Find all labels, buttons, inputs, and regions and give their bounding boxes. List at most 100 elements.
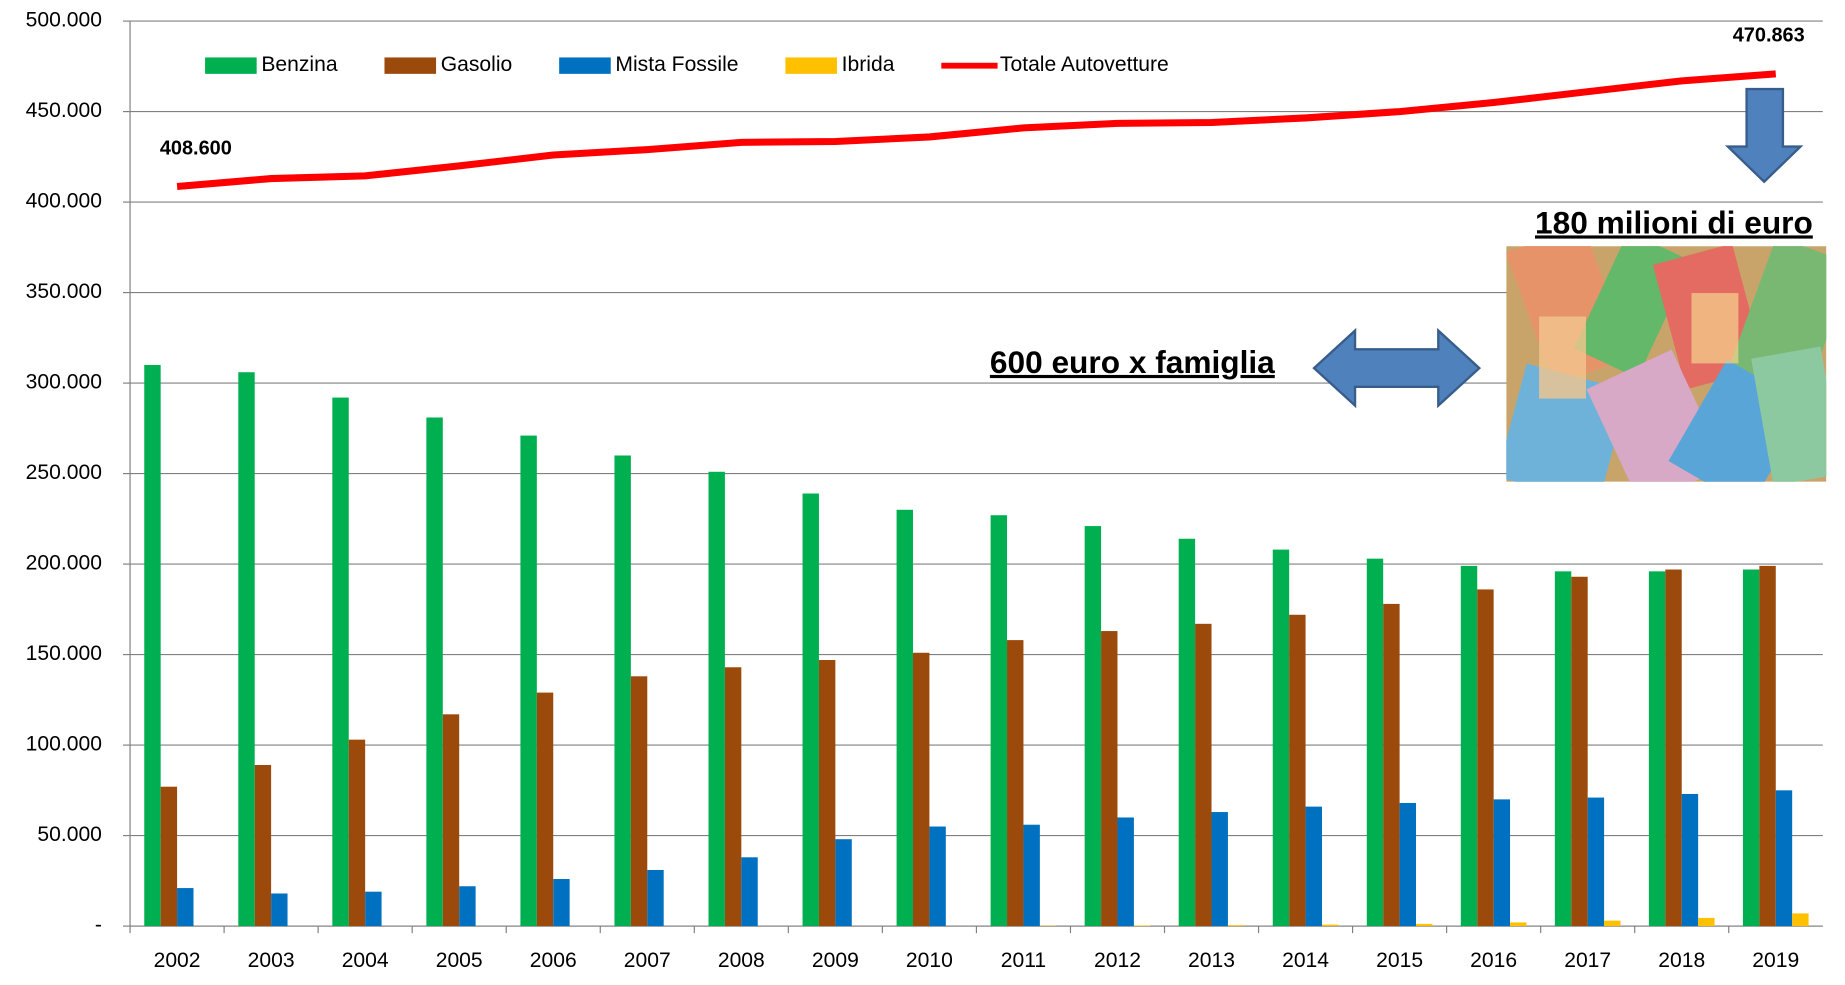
bar bbox=[913, 653, 929, 926]
bar bbox=[1367, 559, 1383, 926]
chart: - 50.000 100.000 150.000 200.000 250.000 300.0… bbox=[0, 0, 1845, 980]
bar bbox=[537, 693, 553, 926]
bar bbox=[144, 365, 160, 926]
bar bbox=[349, 740, 365, 926]
line bbox=[177, 74, 1776, 187]
y-tick-label: 150.000 bbox=[26, 642, 102, 665]
annotation: 600 euro x famiglia bbox=[990, 344, 1275, 380]
x-tick-label: 2017 bbox=[1564, 949, 1611, 972]
bar bbox=[520, 436, 536, 926]
bar bbox=[271, 893, 287, 926]
y-tick-label: 500.000 bbox=[26, 9, 102, 32]
bar bbox=[1665, 570, 1681, 927]
bar bbox=[161, 787, 177, 926]
x-tick-label: 2010 bbox=[906, 949, 953, 972]
data-label: 470.863 bbox=[1733, 25, 1805, 47]
bar bbox=[1698, 918, 1714, 926]
bar bbox=[1477, 589, 1493, 926]
data-label: 408.600 bbox=[160, 137, 232, 159]
legend-swatch bbox=[384, 57, 436, 73]
x-tick-label: 2006 bbox=[530, 949, 577, 972]
y-tick-label: 300.000 bbox=[26, 371, 102, 394]
bar bbox=[1306, 807, 1322, 926]
legend-label: Gasolio bbox=[441, 53, 513, 76]
x-tick-label: 2005 bbox=[436, 949, 483, 972]
bar bbox=[835, 839, 851, 926]
bar bbox=[1792, 913, 1808, 926]
bar bbox=[1604, 921, 1620, 926]
x-tick-label: 2014 bbox=[1282, 949, 1329, 972]
bar bbox=[332, 398, 348, 927]
bar bbox=[1101, 631, 1117, 926]
bar bbox=[426, 417, 442, 926]
bar bbox=[1195, 624, 1211, 926]
bar bbox=[614, 455, 630, 926]
bar bbox=[1510, 922, 1526, 926]
legend-swatch bbox=[559, 57, 611, 73]
legend-label: Ibrida bbox=[842, 53, 895, 76]
legend-swatch bbox=[785, 57, 837, 73]
bar bbox=[1461, 566, 1477, 926]
y-tick-label: - bbox=[95, 914, 102, 937]
bar bbox=[819, 660, 835, 926]
bar bbox=[1588, 798, 1604, 927]
money-image bbox=[1496, 225, 1845, 508]
bar bbox=[1179, 539, 1195, 926]
bar bbox=[1743, 570, 1759, 927]
bar bbox=[897, 510, 913, 926]
bar bbox=[1212, 812, 1228, 926]
bar bbox=[443, 714, 459, 926]
bar bbox=[177, 888, 193, 926]
y-tick-label: 50.000 bbox=[37, 823, 102, 846]
bar bbox=[553, 879, 569, 926]
x-tick-label: 2007 bbox=[624, 949, 671, 972]
x-tick-label: 2019 bbox=[1752, 949, 1799, 972]
bar bbox=[1117, 817, 1133, 926]
bar bbox=[1649, 571, 1665, 926]
bar bbox=[1023, 825, 1039, 926]
bar bbox=[1494, 799, 1510, 926]
bar bbox=[631, 676, 647, 926]
bar bbox=[1682, 794, 1698, 926]
x-tick-label: 2018 bbox=[1658, 949, 1705, 972]
bar bbox=[1322, 925, 1338, 926]
x-tick-label: 2004 bbox=[342, 949, 389, 972]
bar bbox=[741, 857, 757, 926]
bar bbox=[1383, 604, 1399, 926]
bar bbox=[1228, 925, 1244, 926]
bar bbox=[1134, 926, 1150, 927]
bar bbox=[929, 827, 945, 927]
bar bbox=[1289, 615, 1305, 926]
bar bbox=[725, 667, 741, 926]
legend-label: Mista Fossile bbox=[615, 53, 738, 76]
x-tick-label: 2016 bbox=[1470, 949, 1517, 972]
legend-label: Totale Autovetture bbox=[1000, 53, 1169, 76]
bar bbox=[1007, 640, 1023, 926]
bar bbox=[1400, 803, 1416, 926]
bar bbox=[803, 493, 819, 926]
bar bbox=[1273, 550, 1289, 926]
bar bbox=[1759, 566, 1775, 926]
double-arrow bbox=[1314, 331, 1479, 406]
x-tick-label: 2012 bbox=[1094, 949, 1141, 972]
x-tick-label: 2003 bbox=[248, 949, 295, 972]
bar bbox=[647, 870, 663, 926]
x-tick-label: 2002 bbox=[154, 949, 201, 972]
bar bbox=[238, 372, 254, 926]
down-arrow bbox=[1728, 89, 1801, 182]
x-tick-label: 2008 bbox=[718, 949, 765, 972]
bar bbox=[708, 472, 724, 926]
x-tick-label: 2015 bbox=[1376, 949, 1423, 972]
bar bbox=[1571, 577, 1587, 926]
y-tick-label: 350.000 bbox=[26, 280, 102, 303]
bar bbox=[1085, 526, 1101, 926]
y-tick-label: 100.000 bbox=[26, 733, 102, 756]
bar bbox=[1776, 790, 1792, 926]
y-tick-label: 250.000 bbox=[26, 461, 102, 484]
bar bbox=[365, 892, 381, 926]
y-tick-label: 200.000 bbox=[26, 552, 102, 575]
annotation: 180 milioni di euro bbox=[1535, 204, 1813, 240]
bar bbox=[1416, 924, 1432, 926]
x-tick-label: 2013 bbox=[1188, 949, 1235, 972]
legend-swatch bbox=[205, 57, 257, 73]
